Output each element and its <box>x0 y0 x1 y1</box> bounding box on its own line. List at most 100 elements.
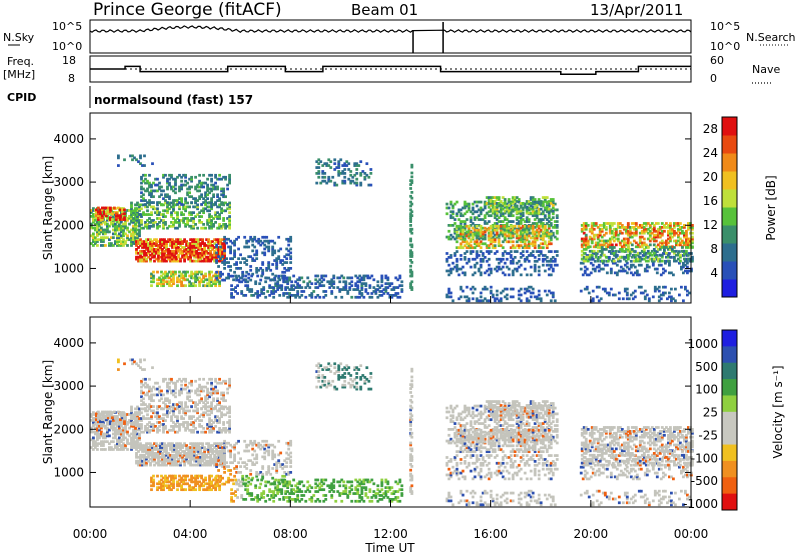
power-cell <box>610 248 614 251</box>
power-cell <box>689 257 692 261</box>
power-cell <box>491 207 495 211</box>
velocity-cell <box>143 463 146 467</box>
power-cell <box>457 273 461 277</box>
power-cell <box>533 226 537 229</box>
power-cell <box>143 259 146 263</box>
power-cell <box>148 173 151 177</box>
power-cell <box>660 255 664 259</box>
power-cell <box>662 267 665 271</box>
power-cell <box>580 253 584 257</box>
power-cell <box>689 226 692 229</box>
velocity-cell <box>195 448 198 451</box>
power-cell <box>658 259 662 263</box>
power-cell <box>167 253 170 257</box>
power-cell <box>350 276 354 280</box>
power-cell <box>483 206 487 210</box>
power-cell <box>551 256 555 259</box>
power-cell <box>196 278 199 282</box>
power-cell <box>668 295 671 299</box>
power-cell <box>588 235 592 239</box>
power-cell <box>226 183 229 187</box>
velocity-cell <box>175 463 178 467</box>
velocity-cell <box>145 442 148 446</box>
power-cell <box>202 207 205 211</box>
power-cell <box>410 181 414 185</box>
power-cell <box>680 267 683 271</box>
velocity-cell <box>149 446 152 449</box>
power-cell <box>367 183 371 187</box>
power-cell <box>531 209 535 213</box>
power-cell <box>166 179 169 183</box>
power-cell <box>505 287 509 291</box>
power-cell <box>555 231 559 235</box>
velocity-cell <box>104 434 107 438</box>
power-cell <box>212 223 215 226</box>
power-cell <box>212 183 215 187</box>
velocity-cell <box>121 416 124 420</box>
power-cell <box>359 183 363 187</box>
power-cell <box>144 203 147 206</box>
power-cell <box>636 226 640 229</box>
power-cell <box>166 274 169 278</box>
velocity-cell <box>179 461 182 465</box>
power-cell <box>358 290 362 293</box>
power-cell <box>140 195 143 199</box>
power-cell <box>535 230 539 234</box>
velocity-cell <box>167 459 170 463</box>
power-cell <box>192 211 195 215</box>
power-cell <box>255 267 259 270</box>
power-cell <box>96 224 99 228</box>
power-cell <box>591 263 595 267</box>
power-cell <box>296 282 300 286</box>
power-cell <box>332 282 336 286</box>
power-cell <box>549 299 553 303</box>
power-cell <box>539 246 543 250</box>
power-cell <box>582 241 586 245</box>
power-cell <box>134 223 137 226</box>
power-cell <box>176 221 179 224</box>
power-cell <box>493 212 497 216</box>
power-cell <box>479 265 483 269</box>
power-cell <box>620 226 624 229</box>
power-cell <box>176 226 179 230</box>
power-cell <box>687 241 690 245</box>
power-cell <box>138 230 141 234</box>
power-cell <box>132 217 135 220</box>
power-cell <box>243 245 247 249</box>
velocity-cell <box>100 424 103 428</box>
velocity-cell <box>163 448 166 451</box>
power-cell <box>517 211 521 215</box>
power-cell <box>609 267 613 271</box>
velocity-cell <box>118 430 121 434</box>
power-cell <box>216 199 219 202</box>
power-cell <box>618 231 622 235</box>
power-cell <box>606 259 610 263</box>
power-cell <box>180 175 183 179</box>
power-cell <box>255 270 259 274</box>
power-cell <box>190 179 193 183</box>
velocity-cell <box>179 444 182 447</box>
power-cell <box>152 207 155 211</box>
power-cell <box>410 272 414 276</box>
velocity-cell <box>100 430 103 434</box>
power-cell <box>633 289 637 293</box>
power-cell <box>277 274 281 278</box>
power-cell <box>141 259 144 263</box>
power-cell <box>167 248 170 251</box>
power-cell <box>679 241 682 245</box>
power-cell <box>186 217 189 220</box>
power-cell <box>638 231 642 235</box>
velocity-cell <box>106 428 109 432</box>
power-cell <box>410 165 414 169</box>
power-cell <box>642 241 646 245</box>
power-cell <box>623 269 627 273</box>
power-cell <box>517 222 521 225</box>
power-cell <box>228 179 231 183</box>
power-cell <box>152 219 155 222</box>
power-cell <box>147 248 150 251</box>
power-cell <box>193 240 196 243</box>
power-cell <box>223 238 226 242</box>
power-cell <box>166 282 169 286</box>
power-cell <box>128 215 131 218</box>
power-cell <box>130 236 133 240</box>
